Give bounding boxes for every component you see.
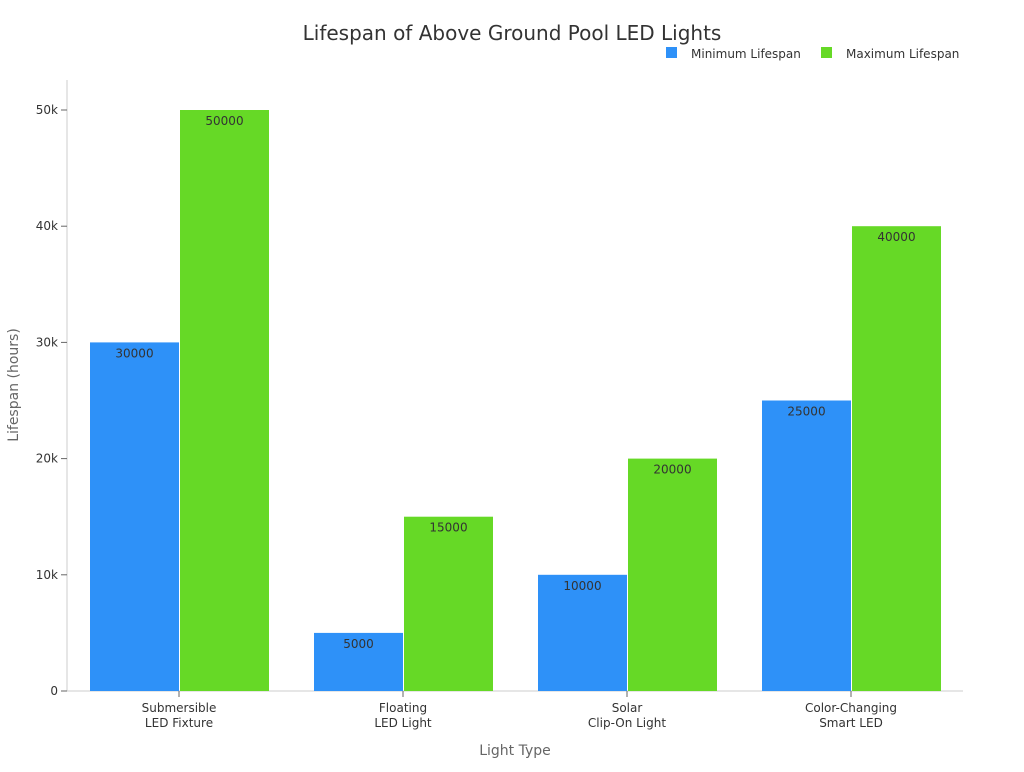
bar-minimum-lifespan (314, 632, 403, 691)
bar-maximum-lifespan (180, 110, 269, 691)
x-tick-label: Floating (379, 701, 427, 715)
bar-minimum-lifespan (762, 400, 851, 691)
x-tick-label: LED Fixture (145, 716, 213, 730)
x-tick-label: LED Light (374, 716, 432, 730)
legend-label: Maximum Lifespan (846, 47, 959, 61)
x-axis-label: Light Type (479, 743, 551, 759)
bar-minimum-lifespan (538, 574, 627, 691)
y-tick-label: 40k (36, 219, 58, 233)
data-label: 15000 (429, 521, 467, 535)
bar-maximum-lifespan (404, 516, 493, 691)
data-label: 40000 (877, 230, 915, 244)
bar-maximum-lifespan (852, 226, 941, 691)
chart-title: Lifespan of Above Ground Pool LED Lights (303, 21, 722, 45)
bar-maximum-lifespan (628, 458, 717, 691)
x-tick-label: Submersible (142, 701, 217, 715)
legend-swatch (666, 47, 677, 58)
y-tick-label: 50k (36, 103, 58, 117)
x-tick-label: Clip-On Light (588, 716, 666, 730)
data-label: 25000 (787, 405, 825, 419)
x-tick-label: Solar (612, 701, 643, 715)
x-tick-label: Smart LED (819, 716, 883, 730)
legend-label: Minimum Lifespan (691, 47, 801, 61)
data-label: 5000 (343, 637, 374, 651)
legend: Minimum Lifespan Maximum Lifespan (666, 47, 959, 61)
bars (90, 110, 941, 691)
y-tick-label: 30k (36, 335, 58, 349)
y-tick-label: 10k (36, 568, 58, 582)
bar-minimum-lifespan (90, 342, 179, 691)
data-label: 20000 (653, 463, 691, 477)
data-label: 50000 (205, 114, 243, 128)
data-label: 30000 (115, 346, 153, 360)
x-tick-label: Color-Changing (805, 701, 897, 715)
y-tick-label: 20k (36, 452, 58, 466)
y-axis-label: Lifespan (hours) (6, 328, 22, 442)
legend-swatch (821, 47, 832, 58)
y-tick-label: 0 (50, 684, 58, 698)
data-label: 10000 (563, 579, 601, 593)
data-labels: 30000 50000 5000 15000 10000 20000 25000 40000 (115, 114, 915, 651)
